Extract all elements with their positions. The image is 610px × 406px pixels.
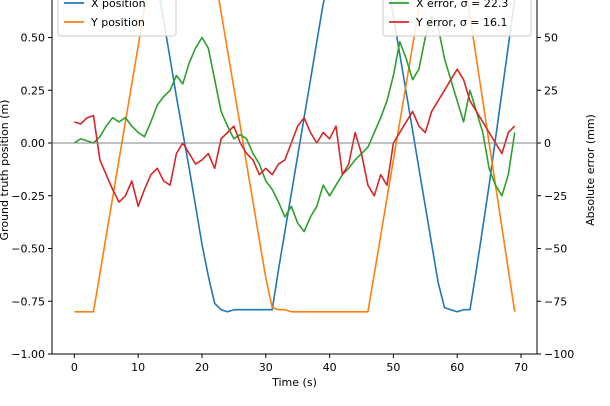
x-tick-label: 60: [450, 361, 464, 374]
x-axis-label: Time (s): [271, 376, 317, 389]
y-axis-left-label: Ground truth position (m): [0, 100, 11, 241]
y-left-tick-label: 0.25: [21, 84, 46, 97]
y-right-tick-label: −75: [544, 295, 567, 308]
y-axis-right-label: Absolute error (mm): [584, 114, 597, 226]
y-right-tick-label: 0: [544, 137, 551, 150]
series-line-2: [73, 15, 516, 233]
y-left-tick-label: −1.00: [11, 348, 45, 361]
x-tick-label: 30: [259, 361, 273, 374]
y-right-tick-label: −25: [544, 190, 567, 203]
series-line-0: [159, 0, 516, 313]
y-right-tick-label: −100: [544, 348, 574, 361]
x-axis: 0 10 20 30 40 50 60 70: [71, 354, 528, 374]
plot-frame: [51, 0, 538, 355]
legend-box: [382, 0, 532, 37]
y-left-tick-label: −0.75: [11, 295, 45, 308]
legend-entry: Y error, σ = 16.1: [415, 16, 508, 29]
y-left-tick-label: 0.00: [21, 137, 46, 150]
legend-box: [57, 0, 177, 37]
y-right-tick-label: 50: [544, 32, 558, 45]
y-left-tick-label: 0.50: [21, 32, 46, 45]
series-layer: [73, 0, 516, 313]
y-axis-left: −1.00−0.75−0.50−0.250.000.250.500.75: [11, 32, 52, 361]
legend-right: X error, σ = 22.3 Y error, σ = 16.1: [382, 0, 532, 37]
x-tick-label: 0: [71, 361, 78, 374]
y-right-tick-label: −50: [544, 243, 567, 256]
x-tick-label: 70: [514, 361, 528, 374]
legend-left: X position Y position: [57, 0, 177, 37]
y-axis-right: −100−75−50−250255075: [537, 32, 574, 361]
y-right-tick-label: 25: [544, 84, 558, 97]
series-line-3: [74, 68, 516, 208]
legend-entry: Y position: [90, 16, 145, 29]
x-tick-label: 50: [386, 361, 400, 374]
legend-entry: X error, σ = 22.3: [416, 0, 508, 10]
series-line-1: [74, 0, 516, 313]
y-left-tick-label: −0.50: [11, 243, 45, 256]
x-tick-label: 20: [195, 361, 209, 374]
x-tick-label: 40: [323, 361, 337, 374]
legend-entry: X position: [91, 0, 146, 10]
y-left-tick-label: −0.25: [11, 190, 45, 203]
x-tick-label: 10: [131, 361, 145, 374]
